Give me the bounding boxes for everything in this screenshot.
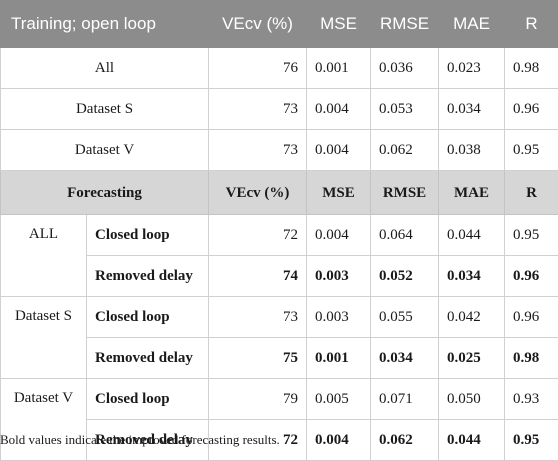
table-row: Dataset S 73 0.004 0.053 0.034 0.96: [1, 89, 558, 130]
header-mse: MSE: [307, 1, 371, 48]
cell-r: 0.96: [505, 297, 558, 338]
method-label: Closed loop: [87, 379, 209, 420]
cell-mse: 0.005: [307, 379, 371, 420]
cell-mse: 0.001: [307, 48, 371, 89]
group-label: Dataset S: [1, 297, 87, 379]
method-label: Removed delay: [87, 338, 209, 379]
cell-mae: 0.050: [439, 379, 505, 420]
cell-mae: 0.044: [439, 420, 505, 461]
cell-rmse: 0.055: [371, 297, 439, 338]
header-rmse: RMSE: [371, 1, 439, 48]
forecasting-header-row: Forecasting VEcv (%) MSE RMSE MAE R: [1, 171, 558, 215]
cell-r: 0.95: [505, 215, 558, 256]
method-label: Closed loop: [87, 215, 209, 256]
header-vecv: VEcv (%): [209, 171, 307, 215]
group-label: Dataset V: [1, 379, 87, 461]
cell-r: 0.93: [505, 379, 558, 420]
header-mae: MAE: [439, 171, 505, 215]
cell-mse: 0.004: [307, 420, 371, 461]
cell-rmse: 0.071: [371, 379, 439, 420]
cell-r: 0.95: [505, 130, 558, 171]
cell-vecv: 75: [209, 338, 307, 379]
cell-mae: 0.042: [439, 297, 505, 338]
cell-mse: 0.001: [307, 338, 371, 379]
cell-mse: 0.004: [307, 215, 371, 256]
method-label: Removed delay: [87, 256, 209, 297]
cell-r: 0.98: [505, 48, 558, 89]
cell-mse: 0.003: [307, 297, 371, 338]
cell-rmse: 0.034: [371, 338, 439, 379]
cell-r: 0.96: [505, 256, 558, 297]
cell-r: 0.96: [505, 89, 558, 130]
cell-vecv: 72: [209, 215, 307, 256]
cell-rmse: 0.064: [371, 215, 439, 256]
table-row: Dataset S Closed loop 73 0.003 0.055 0.0…: [1, 297, 558, 338]
header-r: R: [505, 1, 558, 48]
header-r: R: [505, 171, 558, 215]
cell-r: 0.95: [505, 420, 558, 461]
cell-mse: 0.003: [307, 256, 371, 297]
table-row: ALL Closed loop 72 0.004 0.064 0.044 0.9…: [1, 215, 558, 256]
header-vecv: VEcv (%): [209, 1, 307, 48]
training-header-row: Training; open loop VEcv (%) MSE RMSE MA…: [1, 1, 558, 48]
cell-rmse: 0.062: [371, 130, 439, 171]
cell-mse: 0.004: [307, 130, 371, 171]
cell-vecv: 79: [209, 379, 307, 420]
cell-vecv: 76: [209, 48, 307, 89]
group-label: ALL: [1, 215, 87, 297]
cell-r: 0.98: [505, 338, 558, 379]
table-row: Dataset V Closed loop 79 0.005 0.071 0.0…: [1, 379, 558, 420]
cell-rmse: 0.062: [371, 420, 439, 461]
cell-rmse: 0.053: [371, 89, 439, 130]
cell-mae: 0.038: [439, 130, 505, 171]
cell-mae: 0.034: [439, 256, 505, 297]
cell-vecv: 74: [209, 256, 307, 297]
table-row: All 76 0.001 0.036 0.023 0.98: [1, 48, 558, 89]
cell-vecv: 73: [209, 130, 307, 171]
row-label: Dataset S: [1, 89, 209, 130]
header-rmse: RMSE: [371, 171, 439, 215]
row-label: All: [1, 48, 209, 89]
cell-mae: 0.034: [439, 89, 505, 130]
header-mae: MAE: [439, 1, 505, 48]
table-footnote: Bold values indicate the improved foreca…: [0, 432, 280, 448]
cell-mae: 0.044: [439, 215, 505, 256]
header-forecasting: Forecasting: [1, 171, 209, 215]
cell-vecv: 73: [209, 89, 307, 130]
cell-mse: 0.004: [307, 89, 371, 130]
header-training-open-loop: Training; open loop: [1, 1, 209, 48]
cell-mae: 0.023: [439, 48, 505, 89]
cell-vecv: 73: [209, 297, 307, 338]
row-label: Dataset V: [1, 130, 209, 171]
cell-rmse: 0.052: [371, 256, 439, 297]
cell-rmse: 0.036: [371, 48, 439, 89]
cell-mae: 0.025: [439, 338, 505, 379]
method-label: Closed loop: [87, 297, 209, 338]
header-mse: MSE: [307, 171, 371, 215]
table-row: Dataset V 73 0.004 0.062 0.038 0.95: [1, 130, 558, 171]
